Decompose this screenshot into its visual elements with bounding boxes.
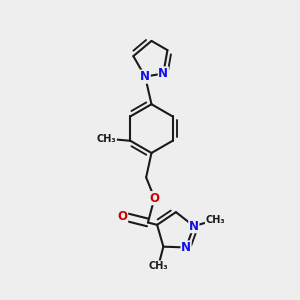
Text: O: O <box>118 210 128 223</box>
Text: N: N <box>181 241 191 254</box>
Text: O: O <box>149 192 160 205</box>
Text: N: N <box>189 220 199 232</box>
Text: N: N <box>158 67 168 80</box>
Text: CH₃: CH₃ <box>148 261 168 271</box>
Text: CH₃: CH₃ <box>97 134 116 144</box>
Text: N: N <box>140 70 150 83</box>
Text: CH₃: CH₃ <box>206 215 225 225</box>
